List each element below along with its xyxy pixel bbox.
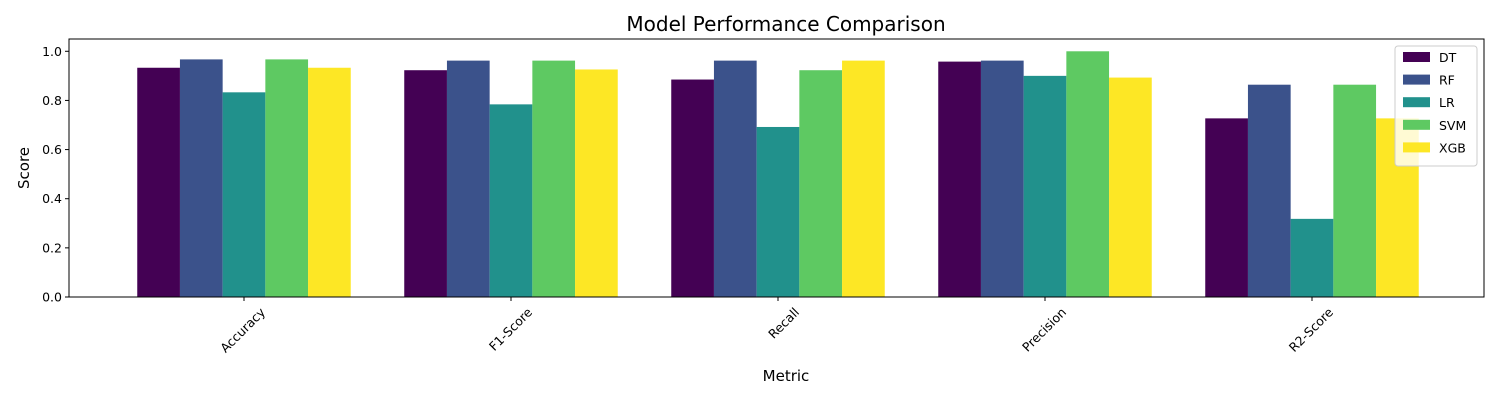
bars-group	[137, 51, 1419, 298]
bar-lr-precision	[1023, 75, 1067, 297]
legend-swatch-xgb	[1403, 142, 1430, 153]
bar-rf-precision	[980, 60, 1024, 298]
y-tick-label: 0.8	[42, 93, 62, 108]
x-tick-label-r2-score: R2-Score	[1286, 304, 1337, 355]
legend-swatch-svm	[1403, 119, 1430, 130]
bar-rf-f1-score	[446, 60, 490, 298]
bar-svm-precision	[1066, 51, 1110, 297]
bar-dt-f1-score	[404, 70, 447, 298]
bar-lr-f1-score	[489, 104, 533, 297]
legend-swatch-dt	[1403, 52, 1430, 62]
y-axis-label: Score	[15, 147, 33, 189]
bar-lr-r2-score	[1290, 218, 1334, 297]
plot-frame	[68, 38, 1485, 298]
bar-lr-recall	[756, 126, 800, 297]
legend-label-svm: SVM	[1439, 118, 1466, 133]
legend-swatch-rf	[1403, 74, 1430, 85]
legend-label-rf: RF	[1439, 73, 1455, 88]
bar-svm-accuracy	[265, 59, 309, 297]
bar-xgb-precision	[1109, 77, 1152, 297]
bar-dt-recall	[671, 79, 714, 297]
bar-dt-accuracy	[137, 67, 180, 297]
y-tick-label: 0.4	[42, 191, 62, 206]
bar-svm-r2-score	[1333, 84, 1377, 297]
bar-xgb-f1-score	[575, 69, 618, 297]
bar-dt-precision	[938, 61, 981, 297]
legend-label-lr: LR	[1439, 95, 1455, 110]
chart-title: Model Performance Comparison	[626, 12, 945, 36]
legend: DT RF LR SVM XGB	[1394, 45, 1478, 167]
bar-lr-accuracy	[222, 92, 266, 297]
bar-svm-f1-score	[532, 60, 576, 298]
bar-rf-recall	[713, 60, 757, 298]
bar-svm-recall	[799, 70, 843, 298]
bar-xgb-accuracy	[308, 67, 351, 297]
legend-label-dt: DT	[1439, 50, 1457, 65]
bar-dt-r2-score	[1205, 118, 1248, 298]
y-axis: 0.0 0.2 0.4 0.6 0.8 1.0	[42, 44, 69, 305]
legend-swatch-lr	[1403, 97, 1430, 108]
y-tick-label: 0.2	[42, 240, 62, 255]
x-tick-label-accuracy: Accuracy	[217, 304, 268, 355]
bar-rf-r2-score	[1247, 84, 1291, 297]
x-tick-label-recall: Recall	[765, 305, 802, 342]
y-tick-label: 0.6	[42, 142, 62, 157]
bar-xgb-recall	[842, 60, 885, 298]
x-tick-label-precision: Precision	[1019, 305, 1069, 355]
y-tick-label: 0.0	[42, 290, 62, 305]
y-tick-label: 1.0	[42, 44, 62, 59]
x-tick-label-f1-score: F1-Score	[486, 304, 535, 353]
legend-label-xgb: XGB	[1439, 140, 1466, 155]
bar-rf-accuracy	[179, 59, 223, 297]
x-axis-label: Metric	[763, 367, 810, 385]
x-axis: Accuracy F1-Score Recall Precision R2-Score	[217, 297, 1336, 355]
